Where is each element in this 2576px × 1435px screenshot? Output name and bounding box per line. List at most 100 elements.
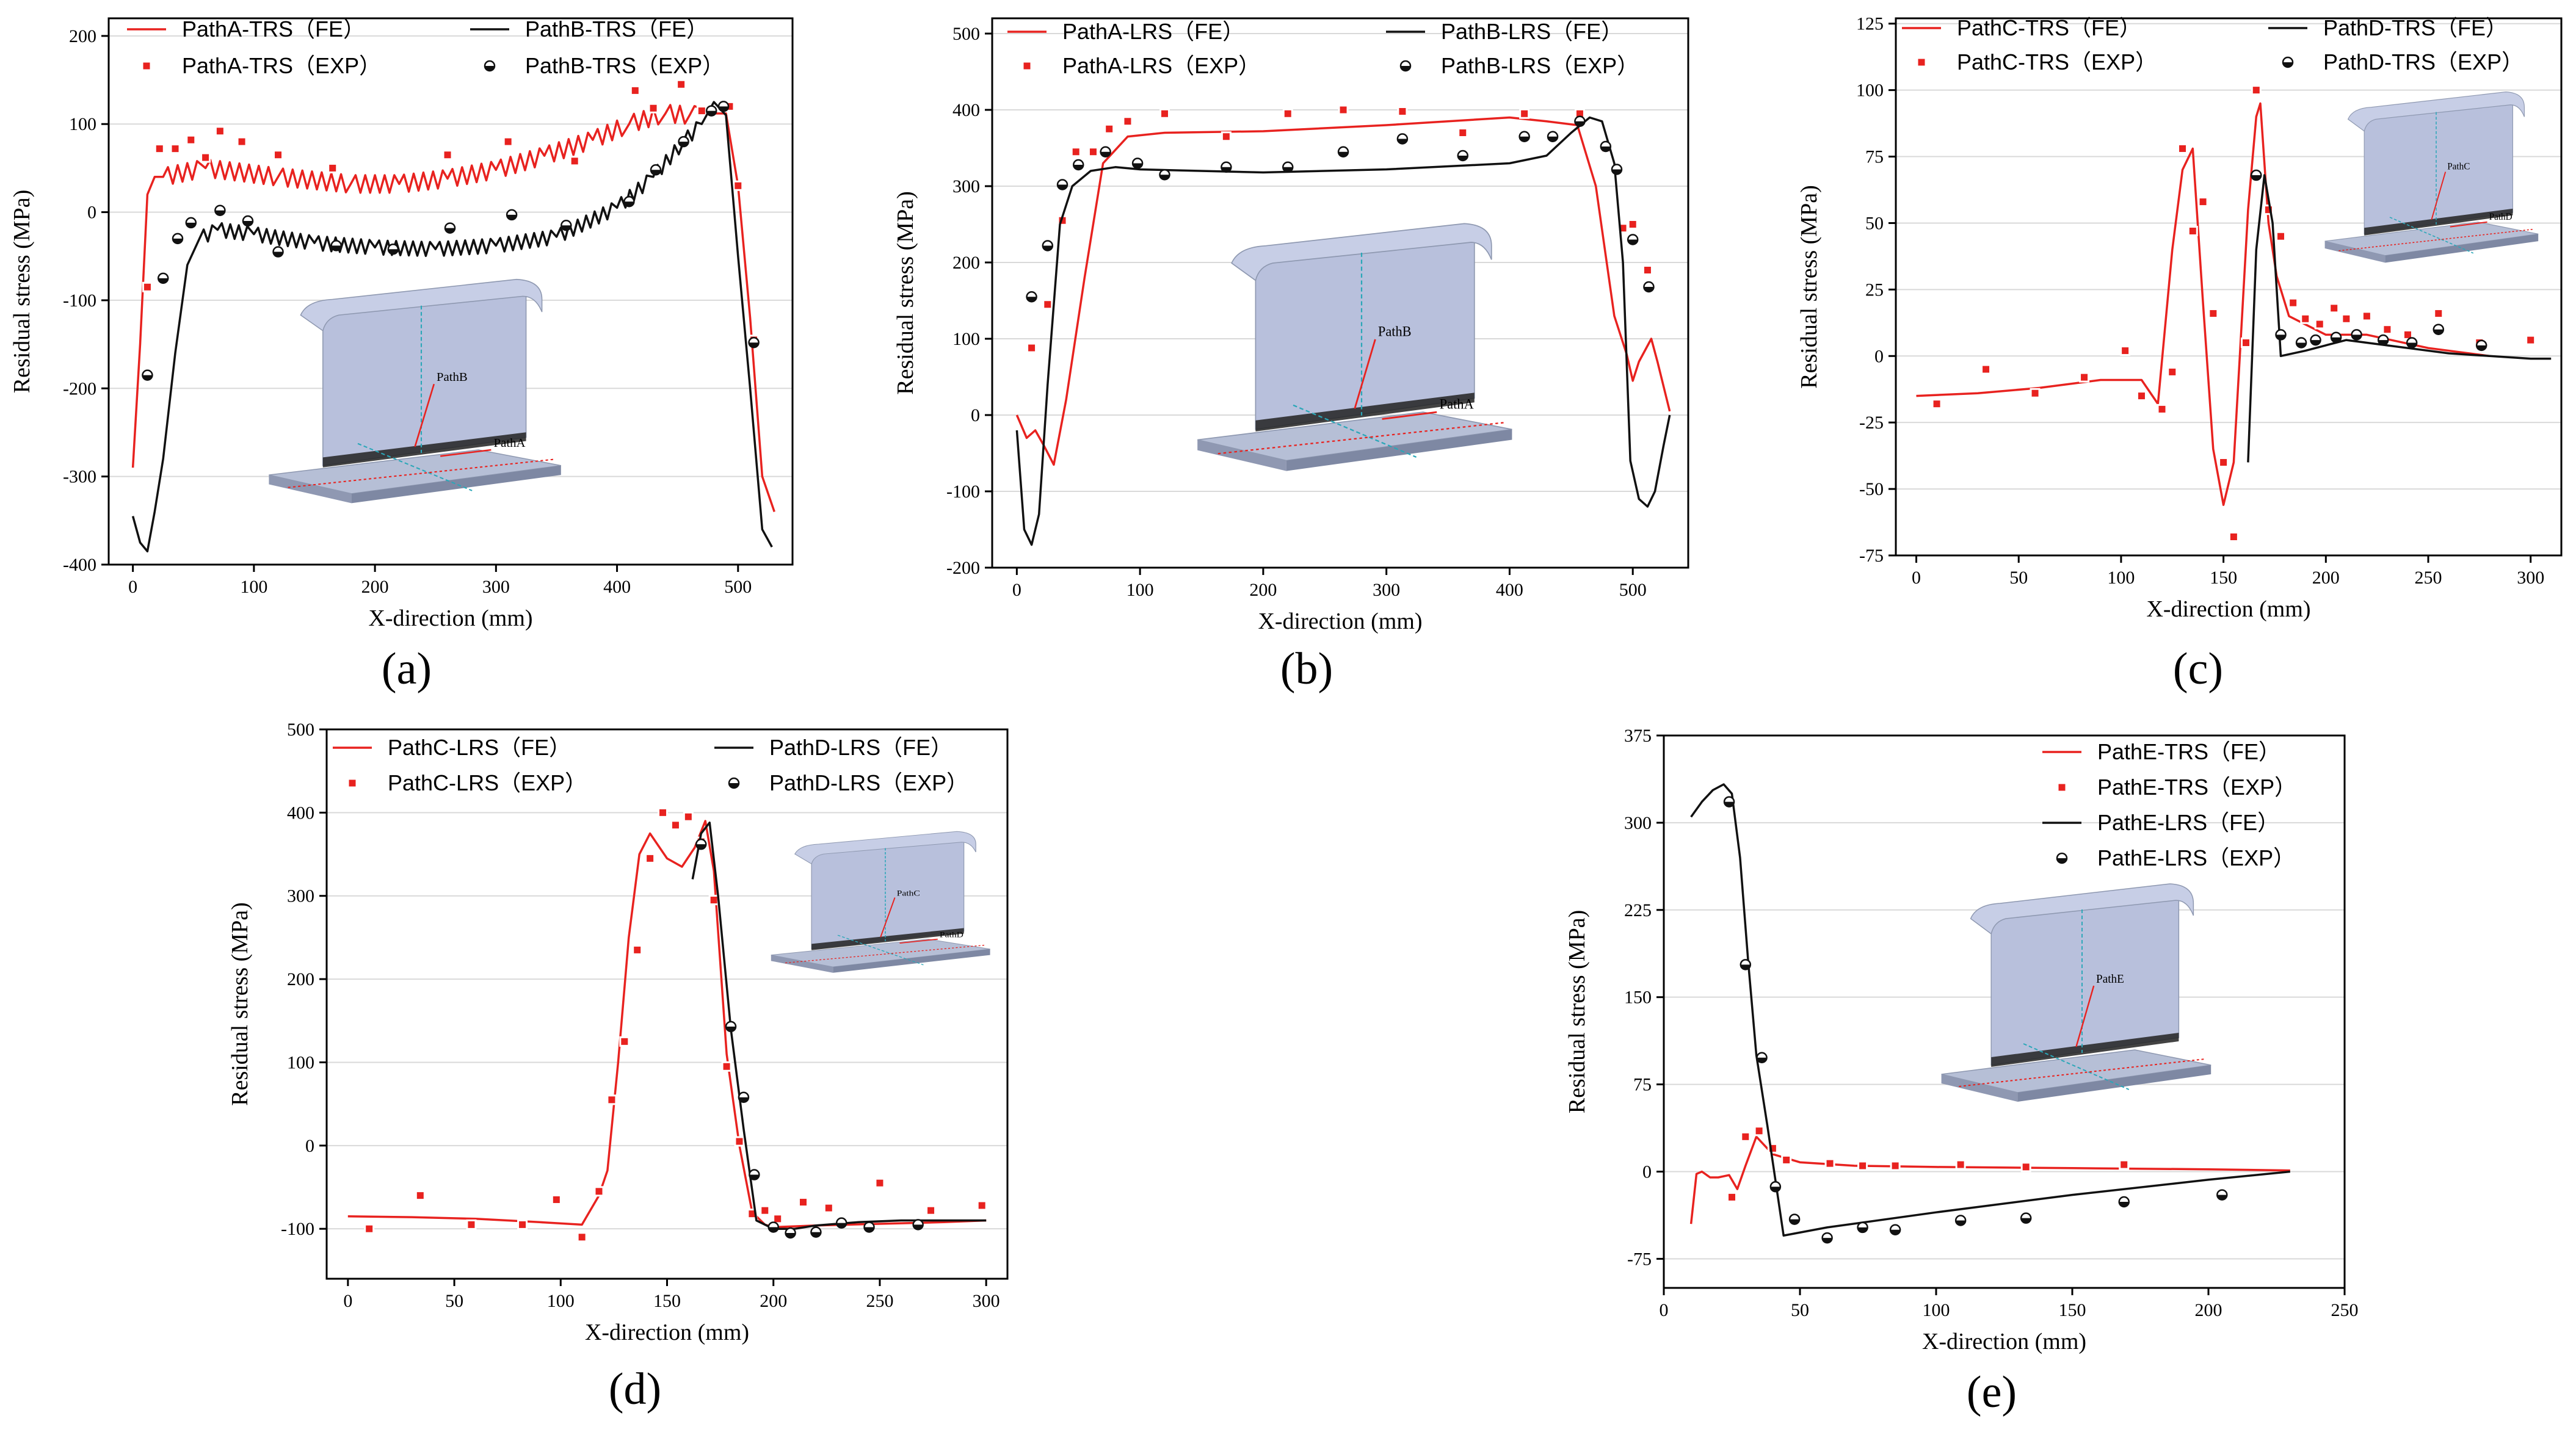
data-point-a-1-14 bbox=[676, 79, 687, 90]
data-point-a-3-7-half bbox=[331, 245, 341, 251]
data-point-b-3-3 bbox=[1072, 159, 1084, 171]
inset-base-edge bbox=[1197, 439, 1286, 471]
data-point-b-3-1-half bbox=[1042, 245, 1053, 251]
data-point-e-3-9-half bbox=[2021, 1218, 2031, 1223]
data-point-b-3-7 bbox=[1221, 161, 1232, 173]
series-b-0 bbox=[1015, 116, 1671, 466]
series-e-0 bbox=[1689, 1135, 2290, 1224]
series-line-d-2 bbox=[691, 821, 987, 1230]
data-point-a-3-2 bbox=[172, 233, 184, 245]
series-b-3 bbox=[1026, 115, 1655, 303]
data-point-a-3-16 bbox=[717, 101, 730, 112]
data-point-d-3-1-half bbox=[726, 1026, 736, 1032]
data-point-d-1-21 bbox=[798, 1197, 808, 1208]
data-point-d-3-8-half bbox=[864, 1227, 874, 1232]
data-point-b-3-10 bbox=[1396, 133, 1409, 145]
inset-path-transverse bbox=[357, 443, 473, 491]
data-point-b-1-3 bbox=[1070, 146, 1081, 157]
legend-label-b-1: PathA-LRS（EXP） bbox=[1062, 53, 1260, 78]
y-axis-label-a: Residual stress (MPa) bbox=[9, 190, 35, 394]
legend-label-a-2: PathB-TRS（FE） bbox=[525, 16, 708, 42]
legend-swatch-c-3-half bbox=[2283, 62, 2293, 67]
data-point-b-3-16-half bbox=[1611, 169, 1622, 175]
inset-weld-band bbox=[811, 928, 964, 950]
data-point-e-1-6 bbox=[1857, 1160, 1868, 1171]
data-point-a-3-3 bbox=[185, 217, 197, 229]
data-point-a-1-12 bbox=[629, 85, 640, 96]
data-point-c-1-11 bbox=[2208, 308, 2219, 319]
x-tick-label-50: 50 bbox=[445, 1291, 463, 1311]
data-point-e-3-4-half bbox=[1790, 1219, 1800, 1224]
inset-label-PathD: PathD bbox=[940, 931, 963, 939]
legend-label-e-1: PathE-TRS（EXP） bbox=[2097, 775, 2296, 800]
data-point-b-3-6-half bbox=[1159, 175, 1170, 180]
inset-path-transverse bbox=[1293, 404, 1417, 458]
data-point-b-1-7 bbox=[1159, 108, 1170, 119]
x-axis-label-c: X-direction (mm) bbox=[2146, 596, 2310, 622]
data-point-b-3-0-half bbox=[1026, 297, 1037, 302]
data-point-b-1-13 bbox=[1519, 108, 1530, 119]
data-point-b-3-9-half bbox=[1338, 151, 1349, 157]
data-point-a-1-10 bbox=[503, 136, 513, 147]
legend-label-c-3: PathD-TRS（EXP） bbox=[2323, 49, 2523, 74]
data-point-a-3-1-half bbox=[158, 278, 169, 283]
data-point-c-1-23 bbox=[2361, 311, 2372, 322]
data-point-b-3-3-half bbox=[1073, 165, 1084, 170]
inset-base-edge bbox=[2324, 241, 2386, 263]
x-tick-label-200: 200 bbox=[361, 577, 389, 597]
legend-swatch-e-1 bbox=[2056, 782, 2067, 793]
data-point-c-1-22 bbox=[2341, 313, 2352, 324]
data-point-d-3-4 bbox=[767, 1221, 779, 1233]
y-tick-label-300: 300 bbox=[1624, 813, 1652, 833]
legend-swatch-d-3-half bbox=[729, 783, 739, 788]
data-point-e-1-8 bbox=[1955, 1159, 1966, 1170]
data-point-b-1-0 bbox=[1026, 342, 1037, 353]
inset-leader-PathD bbox=[2450, 221, 2487, 228]
inset-flange bbox=[1231, 223, 1492, 281]
chart-panel-c: PathC PathD 0 50 100 150 200 250 300 -75 -50 -25 0 25… bbox=[1796, 14, 2563, 694]
data-point-d-1-2 bbox=[466, 1219, 477, 1230]
series-line-c-0 bbox=[1916, 102, 2490, 506]
data-point-e-3-6-half bbox=[1857, 1227, 1868, 1232]
data-point-a-3-0-half bbox=[142, 375, 153, 380]
data-point-c-3-5 bbox=[2351, 329, 2362, 341]
y-tick-label-225: 225 bbox=[1624, 900, 1652, 920]
inset-base-side bbox=[2385, 234, 2539, 263]
data-point-c-1-12 bbox=[2218, 457, 2229, 468]
data-point-c-1-7 bbox=[2167, 366, 2178, 377]
chart-panel-e: PathE 0 50 100 150 200 250 -75 0 75 150 225 300 375 X-… bbox=[1564, 726, 2359, 1417]
data-point-a-3-1 bbox=[157, 272, 169, 284]
data-point-a-3-12-half bbox=[624, 201, 634, 207]
data-point-b-1-8 bbox=[1221, 131, 1232, 142]
y-tick-label-200: 200 bbox=[952, 253, 980, 273]
data-point-c-1-14 bbox=[2241, 337, 2252, 348]
data-point-d-3-3 bbox=[749, 1169, 760, 1180]
data-point-a-1-2 bbox=[170, 143, 181, 154]
x-tick-label-100: 100 bbox=[240, 577, 267, 597]
data-point-c-1-8 bbox=[2177, 143, 2188, 154]
data-point-a-3-8-half bbox=[388, 249, 398, 255]
data-point-b-1-12 bbox=[1457, 128, 1468, 138]
data-point-b-3-0 bbox=[1026, 291, 1037, 303]
data-point-c-1-1 bbox=[1981, 364, 1992, 375]
inset-label-PathC: PathC bbox=[897, 889, 920, 897]
data-point-c-3-2 bbox=[2295, 337, 2307, 349]
legend-label-b-3: PathB-LRS（EXP） bbox=[1441, 53, 1639, 78]
data-point-a-3-0 bbox=[142, 369, 153, 381]
x-tick-label-0: 0 bbox=[1912, 568, 1921, 588]
data-point-c-1-15 bbox=[2251, 85, 2262, 96]
y-tick-label--100: -100 bbox=[281, 1219, 314, 1239]
legend-swatch-b-3-half bbox=[1401, 66, 1410, 71]
data-point-e-1-2 bbox=[1754, 1126, 1765, 1137]
data-point-e-1-7 bbox=[1890, 1160, 1901, 1171]
data-point-b-3-5 bbox=[1131, 157, 1144, 169]
data-point-d-1-10 bbox=[645, 853, 656, 864]
series-e-2 bbox=[1690, 783, 2290, 1237]
data-point-a-3-8 bbox=[387, 243, 399, 255]
y-tick-label-400: 400 bbox=[952, 100, 980, 120]
inset-base-side bbox=[833, 949, 990, 973]
x-tick-label-150: 150 bbox=[653, 1291, 681, 1311]
data-point-e-3-4 bbox=[1788, 1213, 1801, 1225]
data-point-c-3-9 bbox=[2475, 339, 2487, 352]
